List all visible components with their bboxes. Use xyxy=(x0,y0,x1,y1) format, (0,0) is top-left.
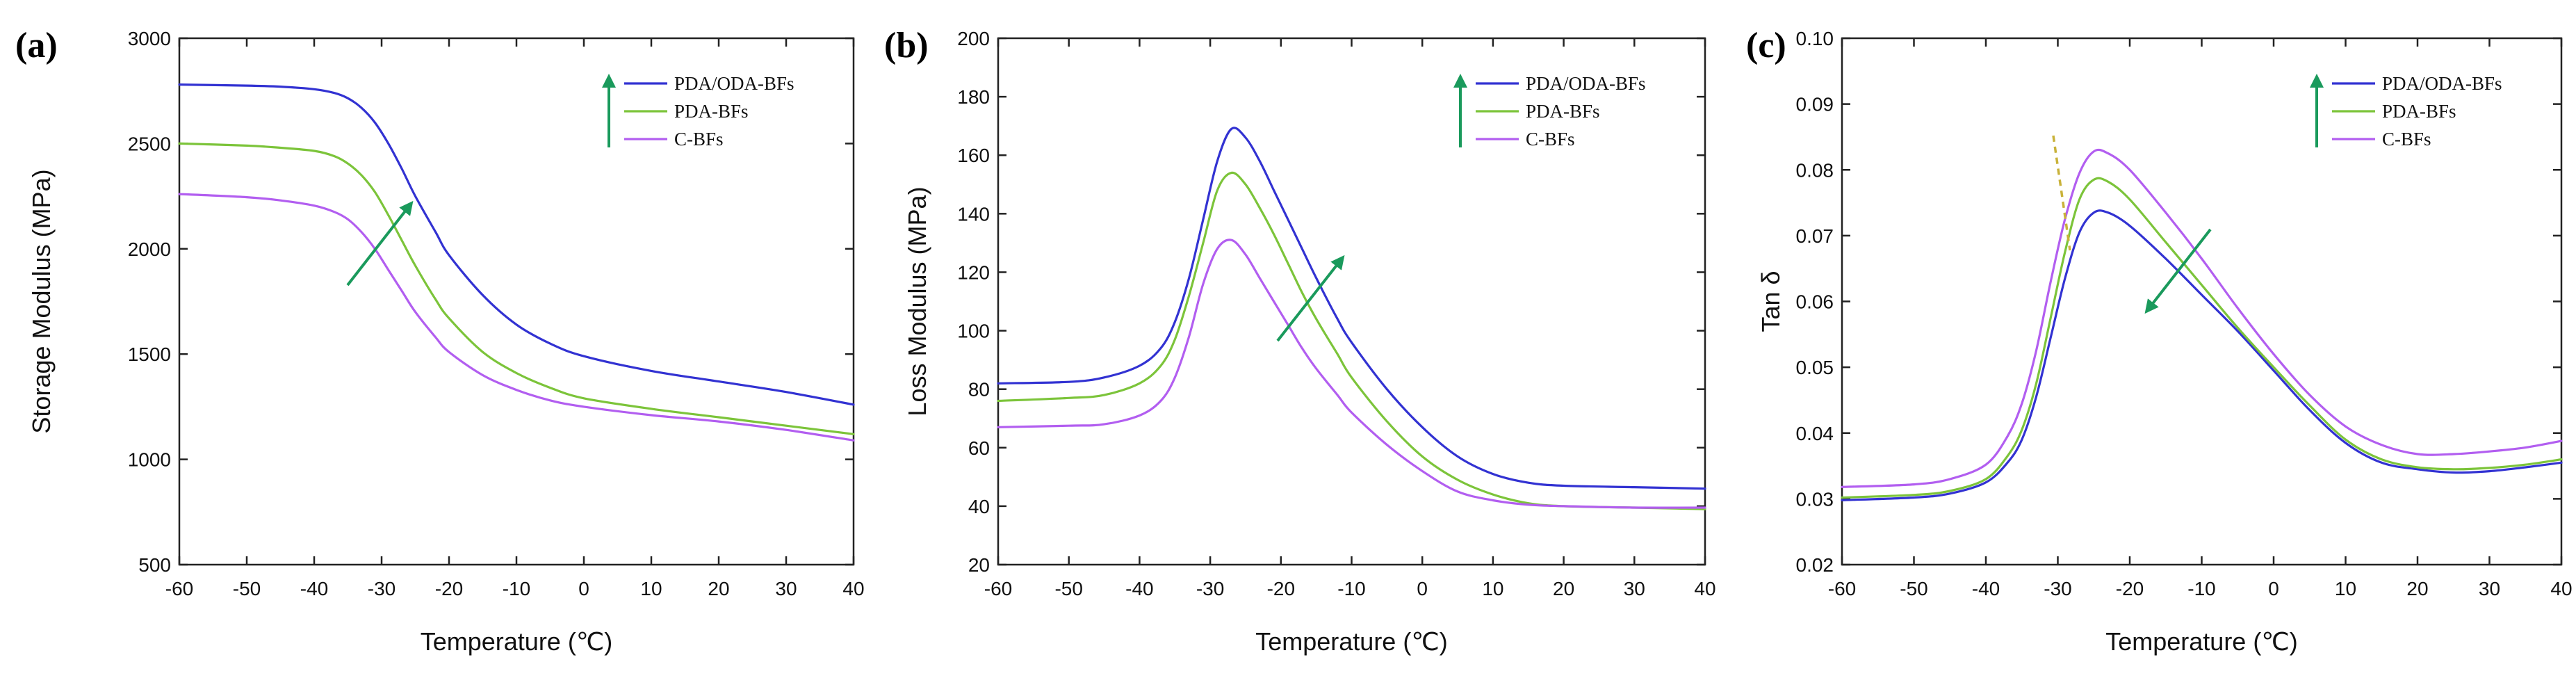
panel-a: -60 -50 -40 -30 -20 -10 0 10 20 30 40 500 1000 1500 20… xyxy=(15,26,865,656)
x-tick-label: -50 xyxy=(1900,578,1927,599)
y-axis-title: Storage Modulus (MPa) xyxy=(27,169,56,433)
x-tick-label: 30 xyxy=(2479,578,2500,599)
series-line-pda-bfs xyxy=(178,142,855,435)
x-tick-label: -20 xyxy=(435,578,463,599)
series-line-c-bfs xyxy=(1841,148,2563,488)
y-tick-label: 0.09 xyxy=(1796,94,1834,115)
legend-label: C-BFs xyxy=(674,129,724,150)
x-tick-label: 10 xyxy=(640,578,662,599)
y-tick-label: 1500 xyxy=(128,344,171,365)
trend-arrow-icon xyxy=(1276,255,1345,342)
trend-arrow-icon xyxy=(346,200,414,286)
series-line-pda-bfs xyxy=(997,171,1706,510)
y-tick-label: 0.10 xyxy=(1796,28,1834,49)
x-tick-label: -20 xyxy=(1267,578,1295,599)
series-line-pda-bfs xyxy=(1841,177,2563,499)
y-axis-title: Loss Modulus (MPa) xyxy=(903,186,931,416)
y-tick-label: 2500 xyxy=(128,133,171,154)
x-tick-label: 20 xyxy=(1553,578,1574,599)
series-line-c-bfs xyxy=(997,239,1706,509)
x-tick-label: -60 xyxy=(984,578,1012,599)
legend-label: PDA-BFs xyxy=(1526,101,1600,122)
y-tick-label: 1000 xyxy=(128,449,171,471)
x-tick-label: 30 xyxy=(1624,578,1645,599)
x-tick-label: -30 xyxy=(2044,578,2071,599)
panel-label: (b) xyxy=(884,26,929,65)
x-tick-label: 40 xyxy=(1694,578,1715,599)
x-tick-label: 10 xyxy=(2335,578,2356,599)
y-tick-label: 0.07 xyxy=(1796,225,1834,247)
y-tick-label: 0.03 xyxy=(1796,488,1834,510)
x-tick-label: -40 xyxy=(1972,578,2000,599)
x-tick-label: -50 xyxy=(233,578,261,599)
x-tick-label: -30 xyxy=(368,578,396,599)
x-tick-label: 20 xyxy=(2406,578,2428,599)
x-tick-label: 40 xyxy=(842,578,864,599)
x-tick-label: -50 xyxy=(1054,578,1082,599)
legend-label: PDA-BFs xyxy=(2382,101,2456,122)
y-tick-label: 0.08 xyxy=(1796,159,1834,181)
y-tick-label: 60 xyxy=(968,437,990,459)
y-tick-label: 20 xyxy=(968,554,990,576)
y-tick-label: 2000 xyxy=(128,239,171,260)
panel-label: (a) xyxy=(15,26,58,65)
y-tick-label: 40 xyxy=(968,496,990,517)
x-tick-label: 40 xyxy=(2550,578,2572,599)
x-tick-label: -20 xyxy=(2116,578,2144,599)
x-tick-label: -60 xyxy=(165,578,193,599)
legend-label: PDA/ODA-BFs xyxy=(674,73,794,94)
x-tick-label: -10 xyxy=(1337,578,1365,599)
y-tick-label: 100 xyxy=(957,321,990,342)
y-tick-label: 120 xyxy=(957,261,990,283)
y-tick-label: 140 xyxy=(957,203,990,225)
panel-c: -60 -50 -40 -30 -20 -10 0 10 20 30 40 0.02 0.03 0.04 0… xyxy=(1746,26,2573,656)
legend-label: C-BFs xyxy=(1526,129,1575,150)
series-line-pda-oda-bfs xyxy=(1841,209,2563,501)
y-tick-label: 500 xyxy=(138,554,171,576)
x-tick-label: 0 xyxy=(1417,578,1428,599)
legend-label: PDA-BFs xyxy=(674,101,749,122)
x-tick-label: -30 xyxy=(1196,578,1224,599)
x-tick-label: -40 xyxy=(1125,578,1153,599)
legend-label: C-BFs xyxy=(2382,129,2431,150)
y-tick-label: 0.06 xyxy=(1796,291,1834,313)
x-axis-title: Temperature (℃) xyxy=(2105,627,2298,656)
panel-b: -60 -50 -40 -30 -20 -10 0 10 20 30 40 20 40 60 80 100 12… xyxy=(884,26,1716,656)
x-tick-label: 0 xyxy=(2268,578,2279,599)
x-tick-label: 30 xyxy=(775,578,797,599)
x-tick-label: 0 xyxy=(578,578,589,599)
x-tick-label: -10 xyxy=(503,578,530,599)
y-tick-label: 180 xyxy=(957,86,990,108)
y-tick-label: 80 xyxy=(968,379,990,401)
x-tick-label: -10 xyxy=(2187,578,2215,599)
x-axis-title: Temperature (℃) xyxy=(421,627,613,656)
y-tick-label: 0.02 xyxy=(1796,554,1834,576)
x-axis-title: Temperature (℃) xyxy=(1255,627,1448,656)
series-line-pda-oda-bfs xyxy=(997,127,1706,490)
y-axis-title: Tan δ xyxy=(1756,271,1785,332)
x-tick-label: -40 xyxy=(300,578,328,599)
peak-shift-dashed-line xyxy=(2052,135,2071,251)
y-tick-label: 200 xyxy=(957,28,990,49)
trend-arrow-icon xyxy=(2144,228,2212,314)
x-tick-label: 20 xyxy=(708,578,729,599)
y-tick-label: 0.05 xyxy=(1796,357,1834,378)
plot-frame xyxy=(178,37,855,566)
legend-label: PDA/ODA-BFs xyxy=(1526,73,1646,94)
y-tick-label: 160 xyxy=(957,145,990,166)
panel-label: (c) xyxy=(1746,26,1786,65)
x-tick-label: -60 xyxy=(1828,578,1856,599)
y-tick-label: 3000 xyxy=(128,28,171,49)
legend-label: PDA/ODA-BFs xyxy=(2382,73,2502,94)
series-line-c-bfs xyxy=(178,193,855,442)
y-tick-label: 0.04 xyxy=(1796,423,1834,444)
series-line-pda-oda-bfs xyxy=(178,83,855,406)
x-tick-label: 10 xyxy=(1482,578,1503,599)
